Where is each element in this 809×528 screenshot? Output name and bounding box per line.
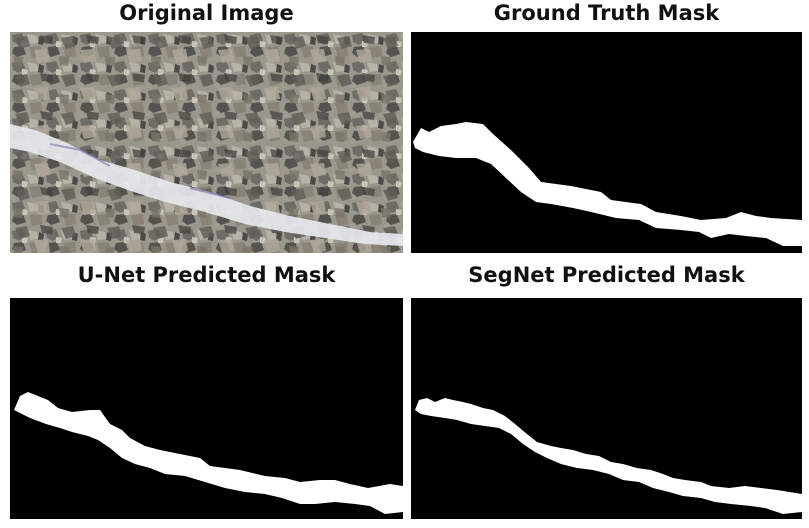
segnet-crack	[415, 398, 802, 514]
unet-predicted-mask-title: U-Net Predicted Mask	[77, 263, 336, 287]
original-image	[10, 32, 403, 253]
unet-predicted-mask	[10, 298, 403, 519]
segnet-predicted-mask-title: SegNet Predicted Mask	[468, 263, 745, 287]
unet-mask-panel	[10, 298, 403, 519]
segnet-mask-panel	[411, 298, 802, 519]
segnet-predicted-mask	[411, 298, 802, 519]
unet-crack	[14, 392, 403, 514]
ground-truth-mask-title: Ground Truth Mask	[493, 1, 720, 25]
ground-truth-mask	[411, 32, 802, 253]
original-image-panel	[10, 32, 403, 253]
crack-region	[10, 124, 403, 246]
ground-truth-mask-panel	[411, 32, 802, 253]
ground-truth-crack	[413, 122, 802, 246]
original-image-title: Original Image	[119, 1, 294, 25]
